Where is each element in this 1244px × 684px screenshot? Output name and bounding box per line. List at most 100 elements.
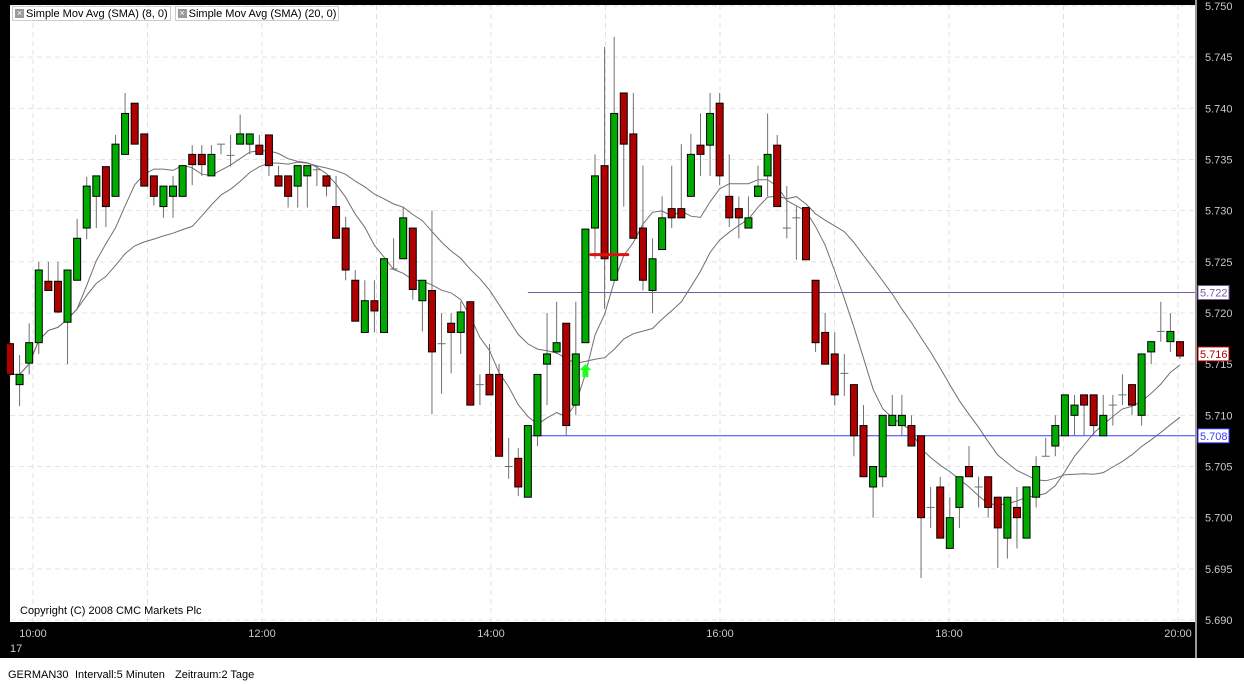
copyright-text: Copyright (C) 2008 CMC Markets Plc: [20, 605, 202, 617]
candle-body: [111, 143, 120, 197]
candle: [638, 165, 647, 291]
candle-body: [571, 353, 580, 406]
candle: [974, 476, 983, 508]
candle: [456, 301, 465, 354]
candle-body: [418, 279, 427, 302]
candle-body: [188, 153, 197, 166]
candle-body: [638, 227, 647, 281]
candle-body: [965, 466, 973, 478]
candle-body: [581, 228, 590, 344]
candle: [255, 134, 264, 155]
candle-body: [197, 153, 206, 166]
legend-sma-8[interactable]: × Simple Mov Avg (SMA) (8, 0): [12, 6, 171, 21]
candle-body: [245, 133, 254, 145]
candle-body: [897, 414, 906, 427]
candle: [1003, 496, 1012, 559]
candle: [226, 134, 235, 167]
candle-body: [303, 165, 312, 177]
date-label: 17: [10, 643, 22, 655]
candle: [993, 496, 1002, 568]
candle-body: [667, 208, 676, 219]
candle-body: [92, 175, 101, 197]
x-tick-label: 20:00: [1164, 628, 1192, 640]
candle: [408, 227, 417, 300]
candle-body: [1099, 414, 1108, 437]
x-tick-label: 18:00: [935, 628, 963, 640]
candlestick-chart: 5.750 5.745 5.740 5.735 5.730 5.725 5.720 5.715…: [6, 0, 1233, 658]
candle: [1089, 394, 1098, 436]
candle-body: [159, 185, 168, 208]
candle-body: [293, 165, 302, 187]
candle: [562, 322, 571, 436]
candle: [821, 313, 830, 365]
candle: [955, 476, 964, 528]
candle-body: [648, 258, 657, 291]
candle: [696, 113, 705, 176]
candle-body: [888, 414, 897, 427]
candle: [1099, 394, 1108, 437]
candle: [744, 196, 753, 229]
candle-body: [485, 373, 494, 396]
last-price-label: 5.716: [1200, 349, 1228, 361]
candle: [686, 133, 695, 197]
candle: [341, 216, 350, 281]
candle-body: [1080, 394, 1089, 406]
candle-body: [773, 144, 782, 208]
candle-body: [456, 311, 465, 333]
candle-body: [849, 384, 858, 437]
legend-label: Simple Mov Avg (SMA) (8, 0): [26, 7, 168, 20]
candle: [1156, 301, 1165, 342]
candle: [792, 206, 801, 260]
candle: [801, 207, 810, 261]
candle-body: [523, 425, 532, 498]
candle: [475, 374, 484, 406]
y-tick-label: 5.745: [1205, 52, 1233, 64]
candle: [322, 175, 331, 197]
candle-body: [101, 166, 110, 208]
candle-body: [82, 185, 91, 229]
candle-body: [274, 175, 283, 187]
status-bar: GERMAN30 Intervall:5 Minuten Zeitraum:2 …: [0, 658, 1244, 684]
candle: [706, 92, 715, 176]
candle: [878, 414, 887, 487]
candle-body: [696, 144, 705, 155]
candle: [312, 165, 321, 187]
candle: [15, 354, 24, 407]
candle: [658, 196, 667, 251]
candle: [63, 269, 72, 365]
indicator-legend: × Simple Mov Avg (SMA) (8, 0) × Simple Mov…: [12, 6, 340, 21]
candle: [53, 261, 62, 313]
candle-body: [725, 195, 734, 219]
close-icon[interactable]: ×: [15, 8, 24, 18]
legend-sma-20[interactable]: × Simple Mov Avg (SMA) (20, 0): [174, 6, 340, 21]
candle-body: [1089, 394, 1098, 427]
candle: [754, 165, 763, 197]
candle-body: [706, 112, 715, 146]
candle-body: [1166, 330, 1175, 343]
candle: [926, 486, 935, 528]
y-tick-label: 5.730: [1205, 206, 1233, 218]
candle: [917, 435, 926, 579]
x-tick-label: 14:00: [477, 628, 505, 640]
candle: [1012, 486, 1021, 549]
candle-body: [658, 217, 667, 251]
candle-body: [514, 457, 523, 488]
candle-body: [121, 112, 130, 155]
candle: [149, 175, 158, 206]
candle-body: [15, 373, 24, 386]
candle-body: [169, 185, 178, 197]
candle: [1080, 394, 1089, 436]
candle: [869, 466, 878, 518]
close-icon[interactable]: ×: [177, 8, 187, 18]
candle: [495, 364, 504, 457]
candle: [859, 405, 868, 478]
y-tick-label: 5.715: [1205, 359, 1233, 371]
interval-label: Intervall:5 Minuten: [75, 669, 165, 681]
last-price-box: [1197, 346, 1230, 362]
candle-body: [130, 102, 139, 145]
candle: [82, 176, 91, 240]
candle-body: [380, 258, 389, 333]
candle-body: [408, 227, 417, 290]
candle-body: [63, 269, 72, 323]
candle: [1032, 456, 1041, 508]
